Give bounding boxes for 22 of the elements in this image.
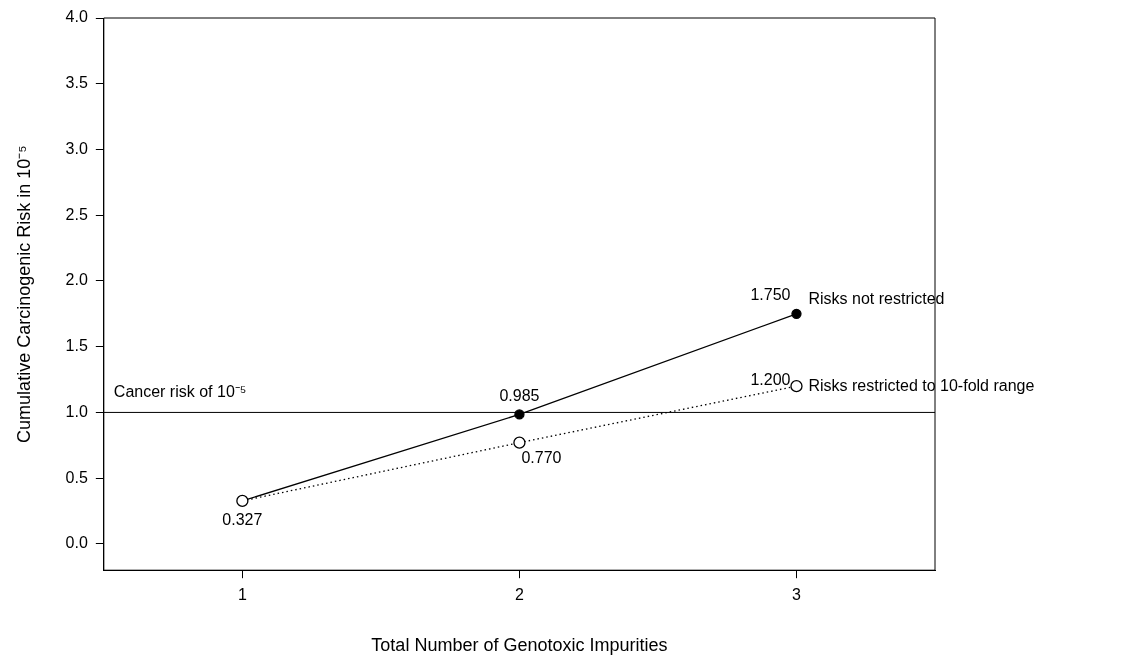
- x-axis-title: Total Number of Genotoxic Impurities: [371, 635, 668, 656]
- data-label: 1.200: [750, 370, 791, 388]
- y-tick-label: 2.0: [65, 271, 88, 289]
- x-tick-label: 2: [514, 586, 524, 604]
- y-tick-label: 1.0: [65, 402, 88, 420]
- series-label: Risks restricted to 10-fold range: [808, 376, 1035, 394]
- data-label: 0.985: [499, 386, 540, 404]
- y-tick-label: 3.5: [65, 74, 88, 92]
- y-tick-label: 0.0: [65, 534, 88, 552]
- data-label: 1.750: [750, 286, 791, 304]
- y-tick-label: 3.0: [65, 139, 88, 157]
- y-axis-title: Cumulative Carcinogenic Risk in 10⁻⁵: [13, 145, 34, 443]
- series-label: Risks not restricted: [808, 290, 945, 308]
- ref-line-label: Cancer risk of 10⁻⁵: [113, 382, 247, 400]
- y-tick-label: 4.0: [65, 8, 88, 26]
- y-tick-label: 2.5: [65, 205, 88, 223]
- y-tick-label: 1.5: [65, 337, 88, 355]
- x-tick-label: 3: [792, 586, 802, 604]
- x-tick-label: 1: [237, 586, 247, 604]
- data-label: 0.770: [521, 449, 562, 467]
- data-label: 0.327: [222, 511, 263, 529]
- y-tick-label: 0.5: [65, 468, 88, 486]
